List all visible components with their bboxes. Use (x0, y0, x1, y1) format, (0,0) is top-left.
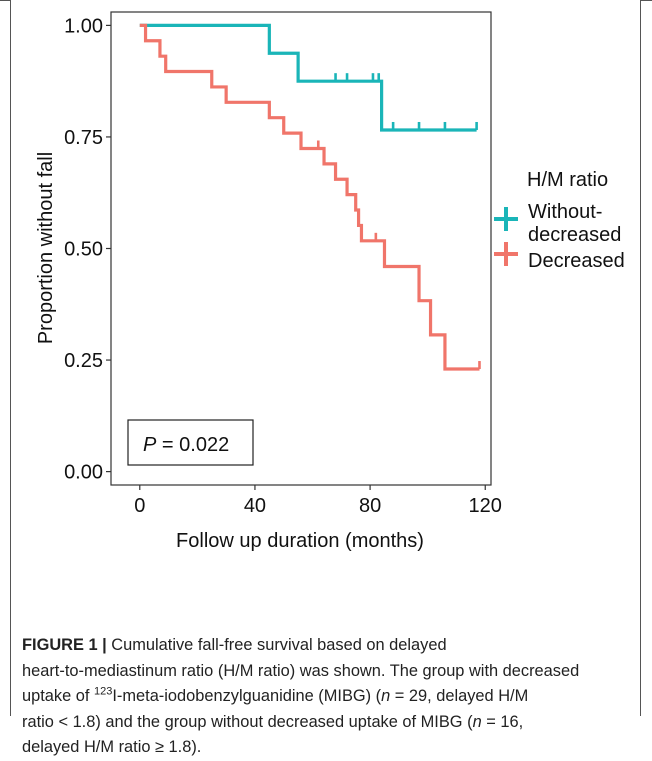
legend-key-decreased (494, 242, 518, 266)
axis-layer: 0.00 0.25 0.50 0.75 1.00 0 40 80 120 (64, 15, 502, 517)
p-value-text: = 0.022 (156, 434, 229, 456)
figure-label: FIGURE 1 | (22, 636, 107, 654)
caption-n-2: n (472, 712, 482, 731)
series-layer (139, 23, 481, 371)
frame-left (10, 0, 11, 716)
caption-n-1: n (381, 687, 391, 706)
frame-top-left (0, 0, 10, 1)
caption-text-4a: ratio < 1.8) and the group without decre… (22, 712, 473, 731)
plot-panel (110, 11, 492, 486)
x-tick-label: 120 (469, 495, 502, 517)
y-tick-label: 0.75 (64, 127, 103, 149)
km-chart: 0.00 0.25 0.50 0.75 1.00 0 40 80 120 P = 0.022 P… (35, 11, 625, 552)
km-curve-decreased (139, 23, 480, 371)
x-tick-label: 0 (134, 495, 145, 517)
x-tick-label: 80 (359, 495, 381, 517)
y-tick-label: 0.50 (64, 239, 103, 261)
figure-caption: FIGURE 1 | Cumulative fall-free survival… (22, 633, 632, 761)
legend-title: H/M ratio (527, 169, 608, 191)
frame-top-right (640, 0, 652, 1)
caption-text-3c: = 29, delayed H/M (390, 687, 529, 706)
y-axis-title: Proportion without fall (35, 152, 57, 344)
caption-superscript: 123 (94, 685, 113, 698)
legend-label-without-decreased-2: decreased (528, 224, 621, 246)
caption-line-1: FIGURE 1 | Cumulative fall-free survival… (22, 633, 632, 659)
caption-line-3: uptake of 123I-meta-iodobenzylguanidine … (22, 684, 632, 710)
y-tick-label: 0.25 (64, 350, 103, 372)
km-curve-without-decreased (139, 23, 477, 132)
frame-right (640, 0, 641, 716)
p-value-symbol: P (143, 434, 157, 456)
p-value-annotation: P = 0.022 (143, 434, 229, 456)
caption-line-2: heart-to-mediastinum ratio (H/M ratio) w… (22, 661, 580, 680)
caption-text-4b: = 16, (481, 712, 524, 731)
legend-label-without-decreased: Without- (528, 201, 602, 223)
legend-key-without-decreased (494, 207, 518, 231)
caption-line-5: delayed H/M ratio ≥ 1.8). (22, 738, 202, 757)
y-tick-label: 1.00 (64, 15, 103, 37)
caption-line-4: ratio < 1.8) and the group without decre… (22, 710, 632, 736)
p-value-box (127, 419, 254, 466)
caption-text-3a: uptake of (22, 687, 94, 706)
caption-text-3b: I-meta-iodobenzylguanidine (MIBG) ( (112, 687, 382, 706)
caption-text-1: Cumulative fall-free survival based on d… (106, 636, 447, 654)
legend-label-decreased: Decreased (528, 250, 625, 272)
x-axis-title: Follow up duration (months) (176, 530, 424, 552)
y-tick-label: 0.00 (64, 462, 103, 484)
x-tick-label: 40 (244, 495, 266, 517)
